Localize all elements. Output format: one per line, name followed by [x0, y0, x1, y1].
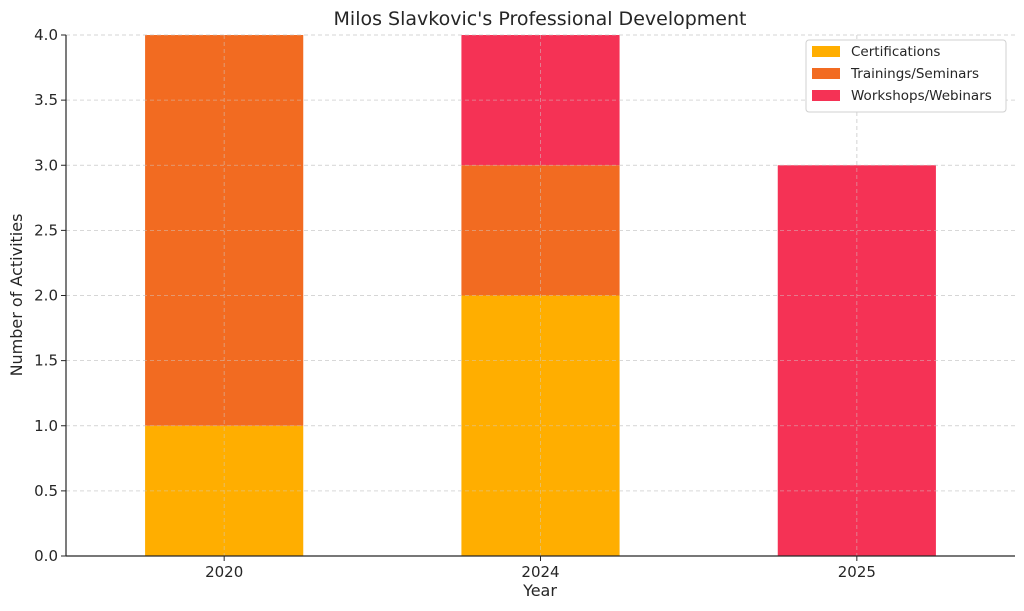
- bars: [66, 34, 1015, 556]
- legend-swatch: [812, 68, 840, 79]
- x-tick-label: 2024: [521, 563, 559, 581]
- legend: Certifications Trainings/Seminars Workshop…: [805, 39, 1007, 113]
- bar-2024-series-0: [461, 295, 620, 556]
- x-tick-label: 2025: [838, 563, 876, 581]
- y-tick-label: 4.0: [34, 26, 58, 44]
- legend-label: Trainings/Seminars: [850, 66, 979, 82]
- y-tick-label: 0.0: [34, 547, 58, 565]
- y-tick-label: 3.0: [34, 156, 58, 174]
- y-ticks: 0.0 0.5 1.0 1.5 2.0 2.5 3.0 3.5 4.0: [34, 26, 66, 565]
- x-tick-label: 2020: [205, 563, 243, 581]
- chart-title: Milos Slavkovic's Professional Developme…: [334, 8, 747, 30]
- y-tick-label: 0.5: [34, 482, 58, 500]
- legend-swatch: [812, 46, 840, 57]
- x-axis-label: Year: [522, 581, 557, 600]
- y-axis-label: Number of Activities: [7, 214, 26, 377]
- y-tick-label: 3.5: [34, 91, 58, 109]
- legend-box: [805, 39, 1007, 113]
- y-tick-label: 1.0: [34, 417, 58, 435]
- y-tick-label: 1.5: [34, 352, 58, 370]
- legend-label: Certifications: [851, 44, 940, 60]
- legend-label: Workshops/Webinars: [851, 88, 992, 104]
- legend-swatch: [812, 90, 840, 101]
- y-tick-label: 2.0: [34, 287, 58, 305]
- y-tick-label: 2.5: [34, 221, 58, 239]
- x-ticks: 2020 2024 2025: [205, 556, 876, 581]
